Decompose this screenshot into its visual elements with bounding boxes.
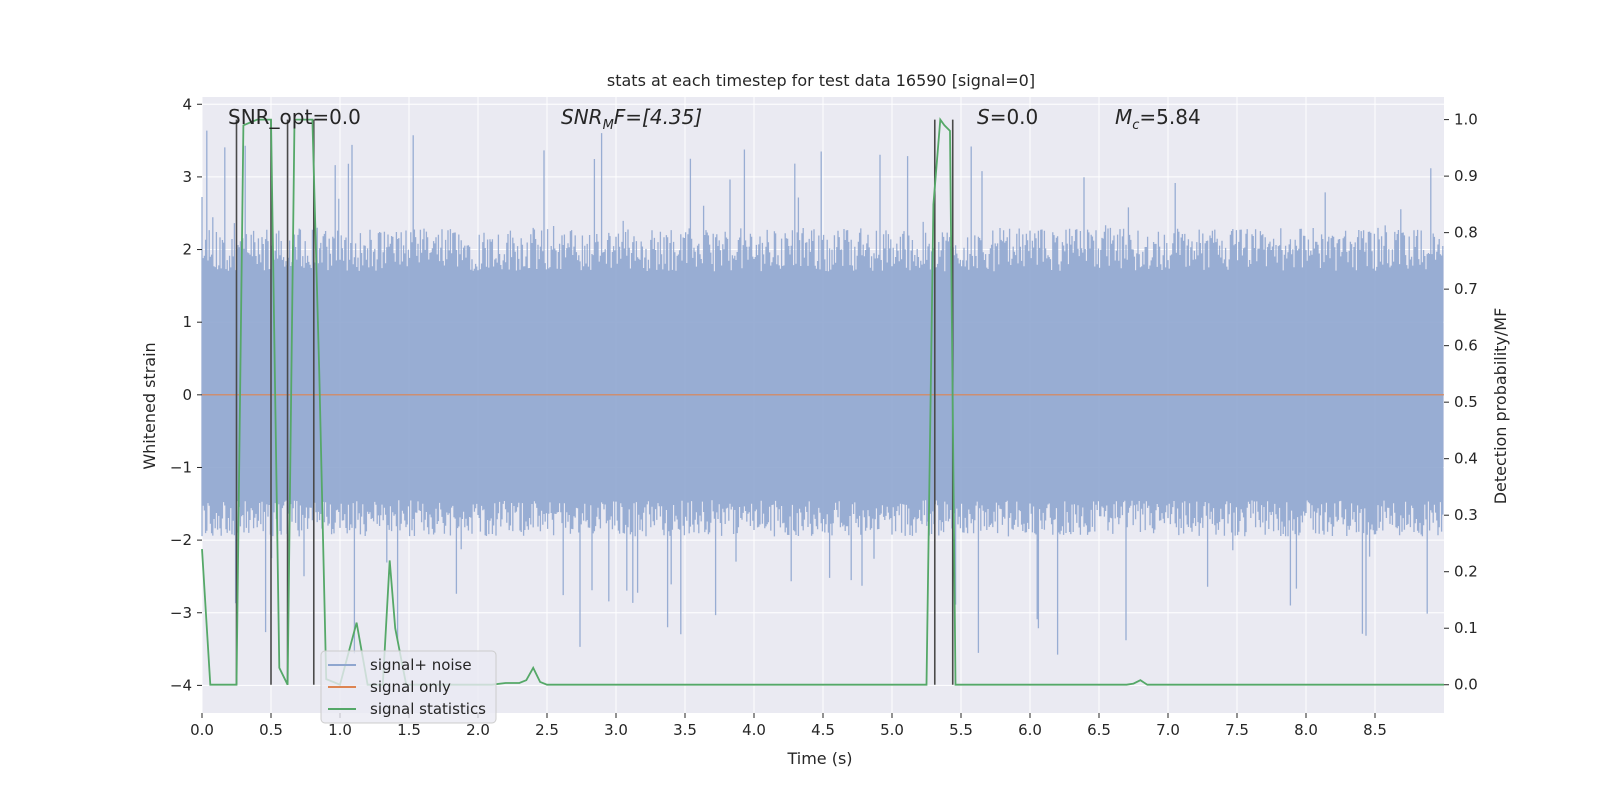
x-tick-label: 7.5 [1225, 721, 1249, 739]
annotation-snr-opt: SNR_opt=0.0 [228, 105, 361, 129]
legend-label-signal-noise: signal+ noise [370, 656, 472, 674]
x-axis-label: Time (s) [786, 749, 852, 768]
y-left-axis-ticks: 4 3 2 1 0 −1 −2 −3 −4 [170, 95, 202, 694]
y-left-tick-label: 1 [182, 313, 192, 331]
x-tick-label: 1.0 [328, 721, 352, 739]
y-axis-label-left: Whitened strain [140, 342, 159, 469]
y-left-tick-label: −2 [170, 531, 192, 549]
y-left-tick-label: 4 [182, 95, 192, 113]
chart-title: stats at each timestep for test data 165… [607, 71, 1035, 90]
x-tick-label: 6.5 [1087, 721, 1111, 739]
annotation-snr-mf: SNRMF=[4.35] [561, 105, 702, 133]
y-right-axis-ticks: 1.0 0.9 0.8 0.7 0.6 0.5 0.4 0.3 0.2 0.1 0.0 [1444, 111, 1478, 694]
x-tick-label: 7.0 [1156, 721, 1180, 739]
x-tick-label: 5.5 [949, 721, 973, 739]
x-tick-label: 1.5 [397, 721, 421, 739]
x-tick-label: 6.0 [1018, 721, 1042, 739]
y-right-tick-label: 1.0 [1454, 111, 1478, 129]
y-right-tick-label: 0.3 [1454, 506, 1478, 524]
x-tick-label: 2.0 [466, 721, 490, 739]
y-right-tick-label: 0.6 [1454, 337, 1478, 355]
x-tick-label: 8.5 [1363, 721, 1387, 739]
y-right-tick-label: 0.5 [1454, 393, 1478, 411]
legend-label-signal-statistics: signal statistics [370, 700, 486, 718]
y-axis-label-right: Detection probability/MF [1491, 308, 1510, 505]
legend-box [320, 650, 497, 724]
y-right-tick-label: 0.8 [1454, 224, 1478, 242]
y-right-tick-label: 0.1 [1454, 619, 1478, 637]
x-tick-label: 0.0 [190, 721, 214, 739]
y-left-tick-label: −4 [170, 676, 192, 694]
x-tick-label: 2.5 [535, 721, 559, 739]
x-tick-label: 5.0 [880, 721, 904, 739]
y-right-tick-label: 0.4 [1454, 450, 1478, 468]
x-tick-label: 4.0 [742, 721, 766, 739]
y-right-tick-label: 0.0 [1454, 676, 1478, 694]
annotation-mc: Mc=5.84 [1115, 105, 1201, 133]
x-tick-label: 3.5 [673, 721, 697, 739]
legend-label-signal-only: signal only [370, 678, 451, 696]
y-left-tick-label: −3 [170, 604, 192, 622]
annotation-s: S=0.0 [977, 105, 1038, 129]
y-left-tick-label: 0 [182, 386, 192, 404]
x-tick-label: 8.0 [1294, 721, 1318, 739]
y-right-tick-label: 0.9 [1454, 167, 1478, 185]
y-left-tick-label: 3 [182, 168, 192, 186]
y-right-tick-label: 0.2 [1454, 563, 1478, 581]
y-right-tick-label: 0.7 [1454, 280, 1478, 298]
x-axis-ticks: 0.0 0.5 1.0 1.5 2.0 2.5 3.0 3.5 4.0 4.5 5.0 5.5 6.0 6… [190, 713, 1387, 739]
x-tick-label: 0.5 [259, 721, 283, 739]
y-left-tick-label: 2 [182, 241, 192, 259]
x-tick-label: 4.5 [811, 721, 835, 739]
y-left-tick-label: −1 [170, 458, 192, 476]
legend: signal+ noise signal only signal statist… [320, 650, 497, 724]
x-tick-label: 3.0 [604, 721, 628, 739]
